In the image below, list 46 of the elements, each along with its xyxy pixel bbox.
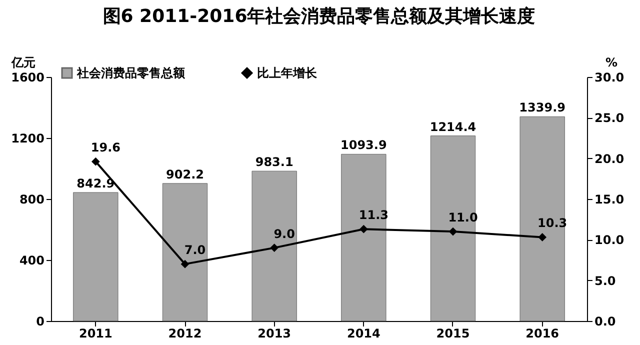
data-label: 1214.4 (430, 120, 476, 134)
data-label: 9.0 (274, 226, 295, 241)
x-tick-label: 2013 (258, 326, 292, 340)
point (359, 224, 368, 234)
y-tick-label: 1600 (11, 70, 44, 84)
y2-tick-label: 15.0 (594, 192, 624, 206)
data-label: 19.6 (90, 140, 120, 155)
y2-tick-label: 25.0 (594, 111, 624, 126)
y2-tick-label: 10.0 (594, 233, 624, 248)
y2-tick-label: 0.0 (594, 314, 616, 328)
y2-tick-label: 20.0 (594, 152, 624, 166)
data-label: 1093.9 (340, 138, 387, 152)
x-tick-label: 2012 (168, 326, 202, 340)
point (448, 227, 458, 236)
y-tick-label: 400 (19, 254, 44, 268)
data-label: 1339.9 (519, 100, 566, 115)
bar (162, 183, 208, 322)
point (91, 157, 100, 166)
data-label: 983.1 (255, 155, 294, 170)
y-tick-label: 0 (36, 314, 44, 328)
legend-label: 比上年增长 (257, 66, 318, 80)
bar (252, 170, 297, 322)
legend-label: 社会消费品零售总额 (76, 66, 186, 80)
x-tick-label: 2016 (526, 326, 560, 340)
x-tick-label: 2014 (346, 326, 380, 340)
x-tick-label: 2011 (78, 326, 112, 340)
y-axis-title: 亿元 (10, 56, 36, 70)
y2-tick-label: 5.0 (594, 274, 616, 288)
bar (341, 154, 386, 322)
data-label: 10.3 (538, 216, 568, 230)
y-tick-label: 1200 (11, 132, 44, 146)
y-tick-label: 800 (19, 192, 44, 206)
y2-tick-label: 30.0 (594, 70, 624, 84)
y2-axis-title: % (605, 56, 618, 70)
data-label: 11.3 (358, 208, 388, 222)
point (270, 244, 279, 252)
bar (73, 192, 118, 322)
point (538, 233, 547, 242)
data-label: 902.2 (166, 167, 204, 182)
bar (520, 116, 565, 322)
chart-title: 图6 2011-2016年社会消费品零售总额及其增长速度 (102, 6, 536, 27)
x-tick-label: 2015 (436, 326, 470, 340)
data-label: 7.0 (184, 243, 206, 258)
point (180, 260, 190, 268)
bar (430, 136, 476, 322)
data-label: 11.0 (448, 210, 478, 225)
